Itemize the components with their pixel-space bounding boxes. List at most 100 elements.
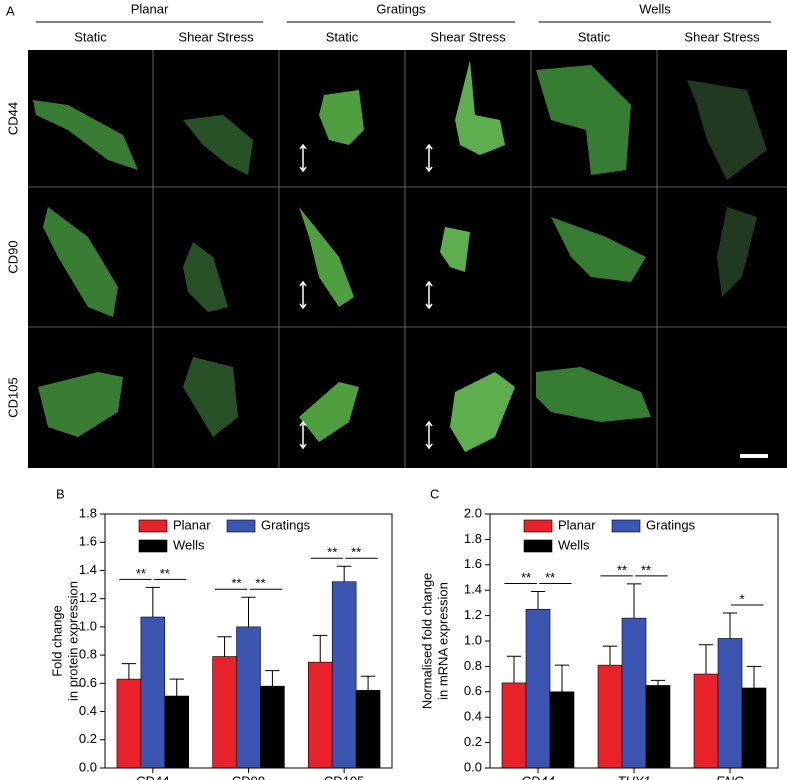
arrow-head <box>425 280 433 310</box>
row-label: CD44 <box>5 102 20 135</box>
bar <box>236 626 261 769</box>
cell <box>455 60 505 155</box>
cell <box>183 242 228 312</box>
legend-label: Planar <box>173 517 211 532</box>
cell <box>43 207 118 317</box>
cell <box>319 90 364 145</box>
bar <box>741 687 767 769</box>
x-tick-label: CD90 <box>232 773 265 780</box>
y-tick-label: 0.4 <box>464 709 482 724</box>
cell <box>440 227 470 272</box>
significance-label: ** <box>327 545 337 560</box>
error-bar <box>360 675 376 691</box>
y-tick-label: 1.6 <box>464 556 482 571</box>
legend-swatch <box>226 519 256 533</box>
scale-bar <box>740 454 768 458</box>
y-tick-label: 0.6 <box>79 675 97 690</box>
y-tick-label: 0.2 <box>79 731 97 746</box>
error-bar <box>241 596 256 627</box>
bar <box>331 581 357 769</box>
legend-label: Planar <box>558 517 596 532</box>
x-tick-label: THY1 <box>617 773 650 780</box>
plot-frame <box>489 513 779 769</box>
significance-label: ** <box>351 545 361 560</box>
x-tick-label: CD44 <box>136 773 169 780</box>
panel-label: A <box>6 3 15 18</box>
error-bar <box>746 665 762 688</box>
error-bar <box>626 583 642 619</box>
panel-label: B <box>56 486 65 501</box>
cell <box>183 357 238 437</box>
bar <box>525 608 551 769</box>
bar <box>307 661 333 769</box>
plot-frame <box>104 513 393 769</box>
column-label: Shear Stress <box>178 29 254 44</box>
row-label: CD90 <box>5 240 20 273</box>
x-tick-label: CD105 <box>324 773 364 780</box>
significance-label: ** <box>136 566 146 581</box>
column-label: Shear Stress <box>430 29 506 44</box>
error-bar <box>650 679 666 686</box>
cell <box>450 372 515 452</box>
arrow-head <box>299 143 307 173</box>
bar <box>645 685 671 769</box>
column-label: Shear Stress <box>684 29 760 44</box>
column-label: Static <box>578 29 611 44</box>
legend-swatch <box>138 539 168 553</box>
y-tick-label: 1.4 <box>79 562 97 577</box>
column-label: Static <box>326 29 359 44</box>
y-axis-label: in mRNA expression <box>435 582 450 700</box>
y-tick-label: 1.0 <box>464 632 482 647</box>
y-tick-label: 0.6 <box>464 683 482 698</box>
y-tick-label: 0.2 <box>464 734 482 749</box>
error-bar <box>554 664 570 692</box>
bar <box>717 638 743 769</box>
x-tick-label: ENG <box>716 773 744 780</box>
error-bar <box>530 590 546 610</box>
y-tick-label: 0.0 <box>464 759 482 774</box>
significance-label: ** <box>255 576 265 591</box>
significance-label: ** <box>160 566 170 581</box>
cell <box>183 115 253 175</box>
cell <box>299 207 354 307</box>
bar <box>693 673 719 769</box>
legend-label: Gratings <box>261 517 311 532</box>
significance-label: ** <box>617 562 627 577</box>
column-label: Static <box>74 29 107 44</box>
cell <box>687 80 767 180</box>
error-bar <box>217 636 232 657</box>
error-bar <box>698 644 714 675</box>
group-label: Wells <box>639 1 671 16</box>
significance-label: ** <box>521 570 531 585</box>
y-tick-label: 0.4 <box>79 703 97 718</box>
y-tick-label: 1.8 <box>79 505 97 520</box>
error-bar <box>169 678 184 697</box>
cell <box>299 382 359 442</box>
y-tick-label: 0.0 <box>79 759 97 774</box>
legend-swatch <box>523 519 553 533</box>
bar <box>549 691 575 769</box>
bar <box>621 617 647 769</box>
significance-label: ** <box>545 570 555 585</box>
bar <box>212 656 237 769</box>
arrow-head <box>425 420 433 450</box>
error-bar <box>121 663 137 680</box>
group-label: Gratings <box>376 1 426 16</box>
legend-label: Wells <box>173 537 205 552</box>
micrograph-grid <box>28 50 787 468</box>
error-bar <box>506 655 522 683</box>
cell <box>38 372 123 437</box>
y-tick-label: 2.0 <box>464 505 482 520</box>
legend-label: Gratings <box>646 517 696 532</box>
bar <box>140 616 166 769</box>
y-tick-label: 1.6 <box>79 534 97 549</box>
y-tick-label: 1.0 <box>79 618 97 633</box>
arrow-head <box>299 420 307 450</box>
error-bar <box>145 586 161 618</box>
cell <box>33 100 138 170</box>
arrow-head <box>299 280 307 310</box>
bar <box>116 678 142 769</box>
significance-label: ** <box>641 562 651 577</box>
error-bar <box>722 612 738 639</box>
